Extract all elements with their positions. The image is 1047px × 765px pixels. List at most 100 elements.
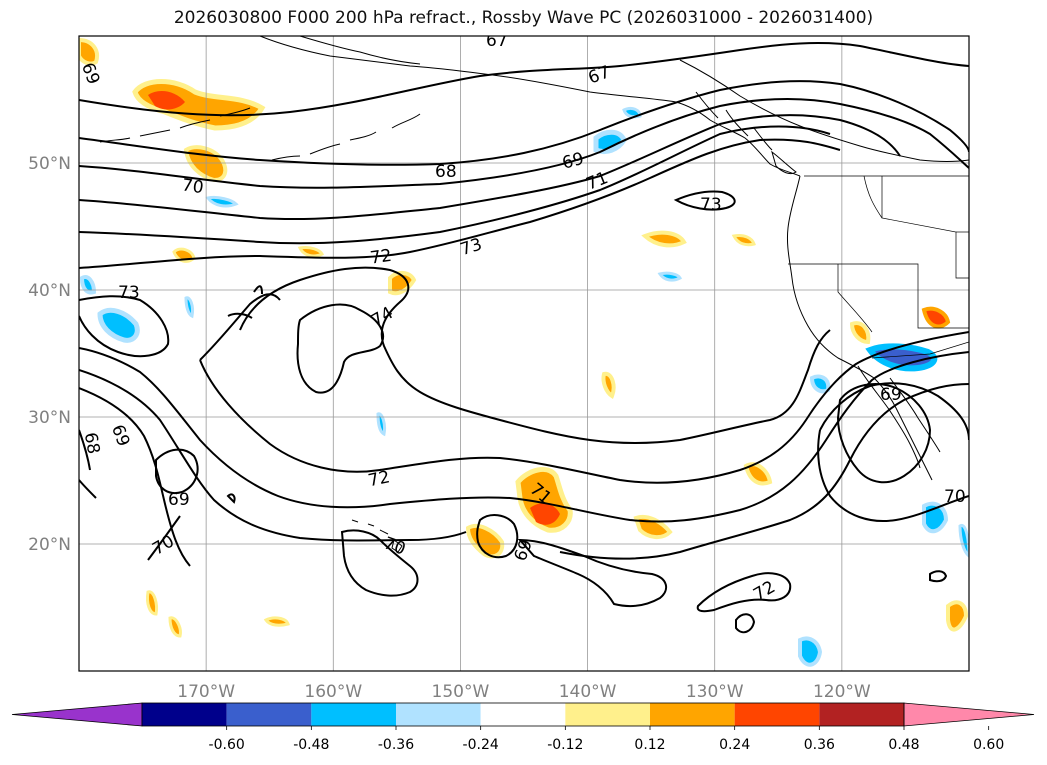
political-borders	[788, 175, 969, 359]
contour-line-70	[79, 369, 969, 560]
map-border	[78, 35, 970, 672]
contour-line-68	[79, 80, 969, 166]
colorbar-segment	[226, 703, 312, 726]
contour-line-69	[476, 514, 519, 559]
positive-anomaly-patch	[601, 371, 616, 400]
positive-anomaly-core	[530, 503, 560, 525]
colorbar-outline	[141, 702, 905, 727]
negative-anomaly-patch	[79, 275, 97, 295]
colorbar-tick-label: 0.48	[888, 737, 919, 753]
positive-anomaly-core	[148, 90, 185, 110]
latitude-label: 40°N	[28, 281, 71, 301]
negative-anomaly-patch	[958, 523, 969, 558]
contour-line-73	[673, 190, 736, 211]
positive-anomaly-patch	[946, 600, 969, 632]
colorbar-tick-label: -0.12	[547, 737, 583, 753]
contour-line-small	[226, 493, 236, 504]
positive-anomaly-patch	[641, 230, 687, 248]
positive-anomaly-patch	[79, 37, 99, 66]
colorbar-tick-label: -0.24	[463, 737, 499, 753]
contour-label: 70	[181, 175, 205, 198]
contour-label: 72	[366, 467, 391, 491]
negative-anomaly-patch	[97, 307, 140, 343]
colorbar-tick-label: -0.48	[293, 737, 329, 753]
contour-line-small	[227, 285, 263, 319]
state-border	[788, 263, 969, 329]
positive-anomaly-patch	[297, 246, 325, 258]
map-panel	[79, 36, 969, 671]
positive-anomaly-patch	[263, 616, 290, 627]
contour-label: 69	[168, 490, 190, 510]
contour-line-72	[79, 138, 841, 269]
contour-line-71	[79, 347, 969, 523]
latitude-label: 50°N	[28, 154, 71, 174]
colorbar-segment	[311, 703, 396, 726]
negative-anomaly-patch	[657, 271, 683, 282]
contour-line-73	[239, 266, 831, 444]
us-west-coastline	[787, 175, 933, 481]
contour-label: 70	[944, 487, 966, 507]
longitude-label: 160°W	[304, 682, 362, 702]
vancouver-island	[771, 150, 797, 175]
alaska-coastline	[259, 36, 801, 177]
contour-line-73	[79, 295, 170, 358]
contour-line-72	[199, 293, 969, 484]
colorbar: -0.60 -0.48 -0.36 -0.24 -0.12 0.12 0.24 0.36 0.4…	[11, 702, 1035, 753]
positive-anomaly-patch	[921, 306, 951, 329]
contour-line-74	[296, 303, 385, 394]
positive-anomaly-patch	[731, 234, 756, 247]
positive-anomaly-patch	[168, 616, 182, 638]
contour-line-67	[79, 42, 969, 117]
gridlines	[79, 36, 969, 671]
contour-line-small	[929, 570, 948, 583]
colorbar-extend-low	[11, 702, 143, 727]
positive-anomaly-patch	[849, 321, 871, 345]
coastlines	[99, 36, 969, 481]
colorbar-tick-label: -0.60	[209, 737, 245, 753]
colorbar-segment	[734, 703, 820, 726]
colorbar-segment	[396, 703, 481, 726]
us-mexico-border	[871, 341, 969, 359]
contour-line-69	[79, 97, 969, 189]
hawaiian-islands	[351, 519, 403, 553]
colorbar-segment	[480, 703, 566, 726]
negative-anomaly-patch	[809, 374, 831, 394]
negative-anomaly-patch	[798, 636, 823, 667]
latitude-label: 20°N	[28, 535, 71, 555]
contour-label: 68	[435, 162, 457, 182]
colorbar-tick-label: 0.12	[634, 737, 665, 753]
canada-coastline	[679, 59, 969, 162]
contour-line-70	[340, 529, 419, 597]
contour-label: 73	[700, 195, 722, 215]
contour-line-69	[155, 448, 199, 494]
positive-anomaly-patch	[146, 590, 158, 616]
contour-line-69	[836, 383, 932, 484]
latitude-axis: 50°N 40°N 30°N 20°N	[28, 154, 71, 555]
longitude-axis: 170°W 160°W 150°W 140°W 130°W 120°W	[177, 682, 871, 702]
figure-title: 2026030800 F000 200 hPa refract., Rossby…	[173, 8, 874, 28]
longitude-label: 150°W	[432, 682, 490, 702]
negative-anomaly-patch	[205, 196, 239, 208]
colorbar-segment	[142, 703, 227, 726]
longitude-label: 130°W	[686, 682, 744, 702]
colorbar-extend-high	[903, 702, 1035, 727]
colorbar-tick-label: 0.60	[973, 737, 1004, 753]
negative-anomaly-patch	[376, 412, 386, 437]
state-border	[863, 175, 883, 219]
contour-line-71	[79, 125, 831, 245]
refractivity-contours	[79, 42, 969, 634]
aleutian-islands	[99, 107, 421, 161]
longitude-label: 140°W	[559, 682, 617, 702]
contour-line-small	[735, 613, 756, 634]
latitude-label: 30°N	[28, 408, 71, 428]
contour-label: 72	[369, 246, 393, 269]
contour-line-72	[696, 572, 792, 613]
colorbar-segment	[650, 703, 735, 726]
contour-line-70	[79, 429, 97, 499]
negative-anomaly-patch	[184, 296, 194, 319]
colorbar-segment	[819, 703, 904, 726]
contour-label: 73	[118, 283, 140, 303]
contour-line-70	[517, 538, 668, 607]
colorbar-tick-label: 0.24	[719, 737, 750, 753]
